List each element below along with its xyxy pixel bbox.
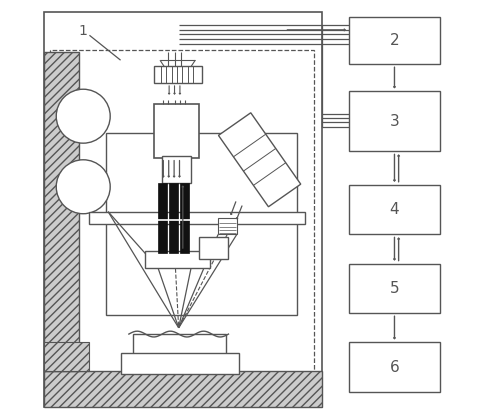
Bar xyxy=(145,251,210,268)
Bar xyxy=(106,133,297,315)
Text: 5: 5 xyxy=(390,281,399,296)
Bar xyxy=(349,264,440,313)
Bar xyxy=(349,17,440,64)
Text: 4: 4 xyxy=(390,202,399,217)
Bar xyxy=(133,334,226,355)
Bar xyxy=(121,353,239,374)
Bar xyxy=(180,183,190,253)
Circle shape xyxy=(56,160,110,214)
Text: 3: 3 xyxy=(390,114,399,129)
Bar xyxy=(162,156,191,183)
Bar xyxy=(349,342,440,392)
Bar xyxy=(218,218,237,234)
Text: 6: 6 xyxy=(390,360,399,375)
Text: 1: 1 xyxy=(79,24,87,38)
Bar xyxy=(50,50,313,390)
Text: 2: 2 xyxy=(390,33,399,48)
Polygon shape xyxy=(219,113,301,207)
Bar xyxy=(154,66,202,83)
Bar xyxy=(154,104,199,158)
Bar xyxy=(349,185,440,234)
Bar xyxy=(199,237,228,259)
Circle shape xyxy=(56,89,110,143)
Bar xyxy=(44,12,322,407)
Bar xyxy=(89,212,305,224)
Bar xyxy=(44,52,79,371)
Bar xyxy=(349,91,440,151)
Bar xyxy=(169,183,178,253)
Bar xyxy=(44,342,89,371)
Bar xyxy=(158,183,167,253)
Bar xyxy=(44,371,322,407)
